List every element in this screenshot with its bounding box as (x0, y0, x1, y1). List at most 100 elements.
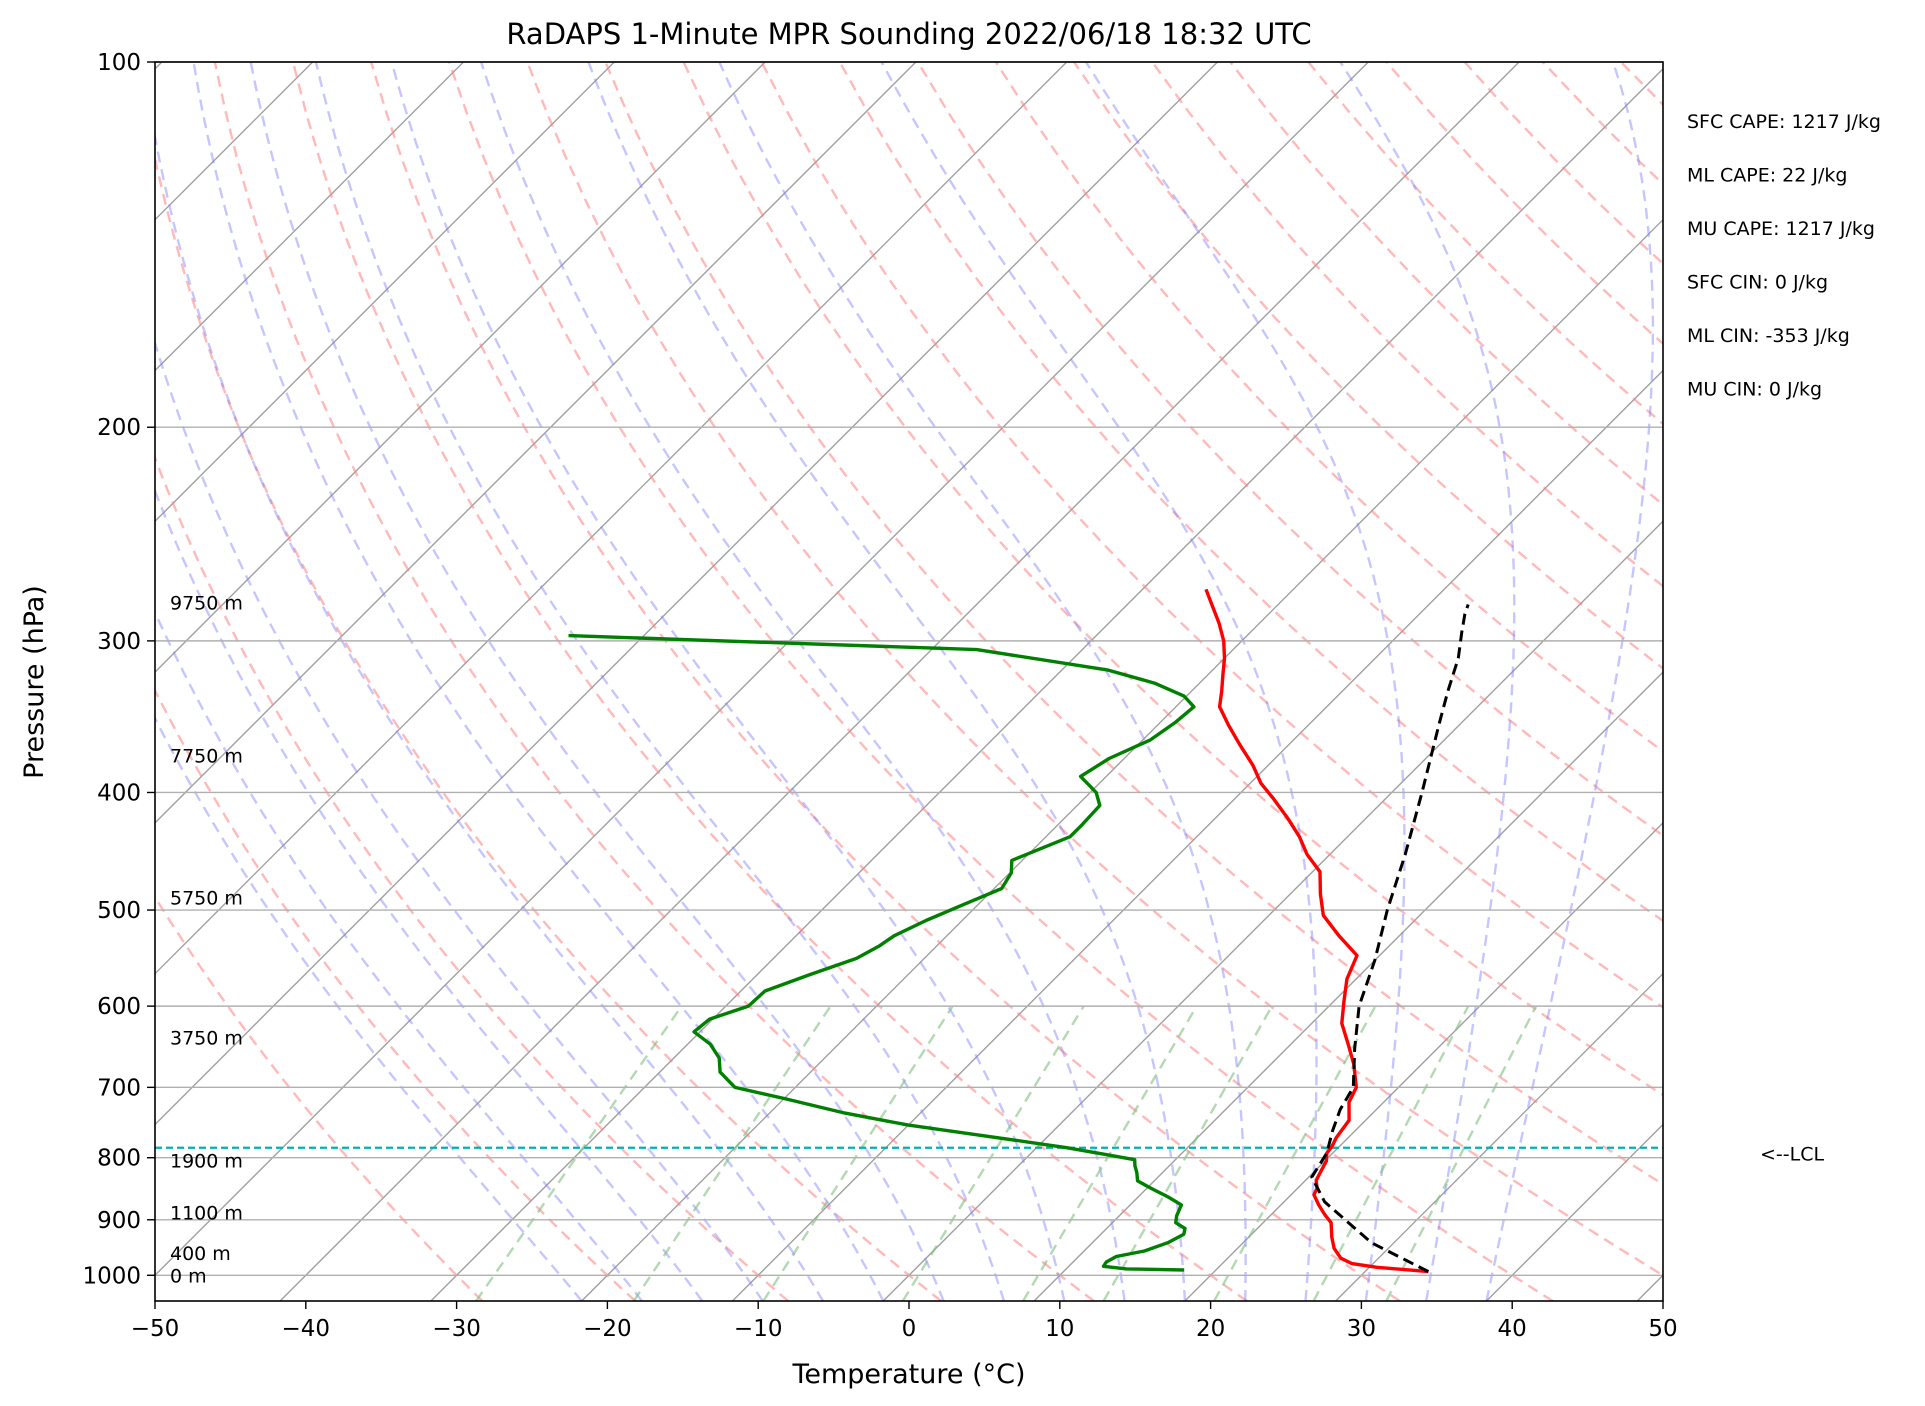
background-lines (155, 62, 1663, 1301)
height-label: 7750 m (170, 746, 243, 768)
height-label: 3750 m (170, 1028, 243, 1050)
height-label: 1900 m (170, 1150, 243, 1172)
stat-line: ML CIN: -353 J/kg (1687, 325, 1850, 347)
height-label: 5750 m (170, 887, 243, 909)
mixing-ratio-line (901, 1005, 1085, 1301)
isotherm-line (1033, 671, 1663, 1301)
dry-adiabat-line (291, 62, 1248, 1301)
y-tick-label: 400 (97, 780, 141, 806)
mixing-ratio-line (1385, 1005, 1538, 1301)
moist-adiabat-line (155, 130, 825, 1301)
parcel-profile-line (1310, 604, 1470, 1273)
y-tick-label: 200 (97, 415, 141, 441)
y-tick-label: 500 (97, 898, 141, 924)
moist-adiabat-line (155, 339, 764, 1301)
moist-adiabat-line (1339, 62, 1516, 1301)
dry-adiabat-line (526, 62, 1663, 1277)
x-tick-label: −40 (282, 1316, 331, 1342)
isotherm-line (155, 62, 615, 523)
moist-adiabat-line (192, 62, 885, 1301)
y-tick-label: 900 (97, 1208, 141, 1234)
height-label: 0 m (170, 1265, 207, 1287)
stats-panel: SFC CAPE: 1217 J/kg ML CAPE: 22 J/kg MU CA… (1687, 111, 1881, 401)
isotherm-line (155, 62, 464, 372)
moist-adiabat-line (479, 62, 1126, 1301)
dry-adiabat-line (369, 62, 1401, 1301)
x-tick-label: −10 (734, 1316, 783, 1342)
isotherm-line (155, 62, 1218, 1126)
mixing-ratio-line (1213, 1005, 1377, 1301)
y-tick-label: 300 (97, 629, 141, 655)
dry-adiabat-line (682, 62, 1663, 1097)
height-label: 400 m (170, 1243, 231, 1265)
dry-adiabat-line (448, 62, 1554, 1301)
horizontal-gridlines (155, 61, 1663, 1276)
isotherm-line (155, 62, 766, 674)
dewpoint-profile-line (568, 633, 1196, 1272)
y-tick-label: 100 (97, 50, 141, 76)
y-axis-ticks: 100 200 300 400 500 600 700 800 900 1000 (82, 50, 155, 1289)
x-tick-label: 50 (1648, 1316, 1677, 1342)
x-axis-label: Temperature (°C) (791, 1359, 1025, 1390)
lcl-layer: <--LCL (155, 1144, 1824, 1166)
isotherm-line (1335, 972, 1663, 1301)
stat-line: SFC CIN: 0 J/kg (1687, 272, 1828, 294)
mixing-ratio-line (475, 1005, 683, 1301)
moist-adiabat-line (1485, 62, 1655, 1301)
x-tick-label: −50 (131, 1316, 180, 1342)
isotherm-line (882, 520, 1663, 1301)
moist-adiabat-line (1084, 62, 1406, 1301)
moist-adiabat-line (587, 62, 1187, 1301)
moist-adiabat-line (155, 609, 643, 1301)
stat-line: SFC CAPE: 1217 J/kg (1687, 111, 1881, 133)
mixing-ratio-line (762, 1005, 954, 1301)
chart-title: RaDAPS 1-Minute MPR Sounding 2022/06/18 … (506, 17, 1311, 51)
dry-adiabat-line (213, 62, 1095, 1301)
dry-adiabat-line (1151, 62, 1663, 588)
x-tick-label: −20 (583, 1316, 632, 1342)
stat-line: ML CAPE: 22 J/kg (1687, 165, 1847, 187)
series-layer (568, 588, 1470, 1274)
isotherm-line (279, 62, 1520, 1301)
isotherm-line (155, 62, 917, 824)
dry-adiabat-line (994, 62, 1663, 753)
dry-adiabat-line (155, 688, 637, 1301)
x-tick-label: 0 (902, 1316, 917, 1342)
height-labels: 9750 m 7750 m 5750 m 3750 m 1900 m 1100 m 400 … (170, 593, 243, 1288)
isotherm-line (581, 218, 1663, 1301)
moist-adiabat-line (155, 715, 583, 1301)
dry-adiabat-line (155, 153, 942, 1301)
x-axis-ticks: −50 −40 −30 −20 −10 0 10 20 30 40 50 (131, 1301, 1678, 1342)
temperature-profile-line (1204, 588, 1429, 1274)
stat-line: MU CAPE: 1217 J/kg (1687, 218, 1875, 240)
dry-adiabat-line (604, 62, 1663, 1186)
x-tick-label: 30 (1347, 1316, 1376, 1342)
y-tick-label: 600 (97, 994, 141, 1020)
y-axis-label: Pressure (hPa) (19, 585, 50, 779)
dry-adiabat-line (155, 454, 789, 1301)
x-tick-label: 20 (1196, 1316, 1225, 1342)
stat-line: MU CIN: 0 J/kg (1687, 379, 1822, 401)
moist-adiabat-line (880, 62, 1318, 1301)
x-tick-label: −30 (432, 1316, 481, 1342)
mixing-ratio-line (1312, 1005, 1470, 1301)
x-tick-label: 40 (1498, 1316, 1527, 1342)
mixing-ratio-line (632, 1005, 832, 1301)
isotherm-line (430, 67, 1663, 1301)
isotherm-line (731, 369, 1663, 1301)
moist-adiabat-line (155, 487, 704, 1301)
isotherm-line (1184, 821, 1663, 1301)
isotherm-line (155, 62, 1068, 975)
isotherm-line (155, 62, 1369, 1277)
lcl-label: <--LCL (1760, 1144, 1824, 1166)
y-tick-label: 1000 (82, 1263, 141, 1289)
moist-adiabat-line (390, 62, 1066, 1301)
dry-adiabat-line (155, 894, 484, 1301)
x-tick-label: 10 (1045, 1316, 1074, 1342)
y-tick-label: 800 (97, 1146, 141, 1172)
height-label: 1100 m (170, 1203, 243, 1225)
y-tick-label: 700 (97, 1075, 141, 1101)
moist-adiabat-line (249, 62, 945, 1301)
